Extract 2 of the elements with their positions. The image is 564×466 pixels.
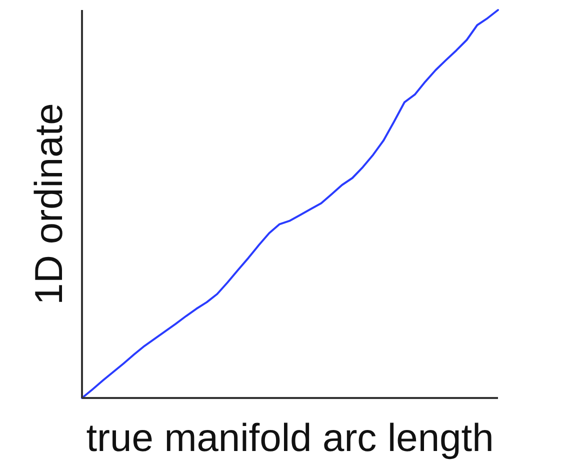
- x-axis-title: true manifold arc length: [86, 417, 494, 460]
- y-axis-title: 1D ordinate: [28, 103, 71, 305]
